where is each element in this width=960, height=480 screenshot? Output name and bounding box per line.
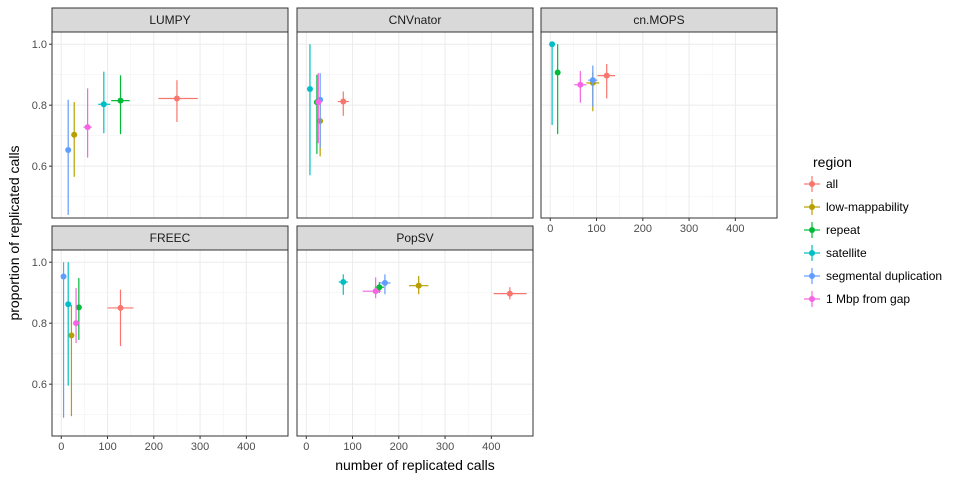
- y-tick-label: 0.6: [32, 379, 47, 391]
- y-tick-label: 0.8: [32, 318, 47, 330]
- y-tick-label: 1.0: [32, 39, 47, 51]
- x-tick-label: 0: [547, 223, 553, 235]
- point-freec-all: [117, 304, 124, 311]
- point-lumpy-segmental-duplication: [65, 147, 72, 154]
- x-tick-label: 200: [634, 223, 652, 235]
- legend-key-point-repeat: [809, 227, 815, 233]
- point-freec-1-mbp-from-gap: [73, 320, 80, 327]
- panel-background-freec: [52, 250, 288, 436]
- point-lumpy-all: [173, 95, 180, 102]
- point-lumpy-low-mappability: [71, 131, 78, 138]
- legend-key-point-1-mbp-from-gap: [809, 296, 815, 302]
- x-tick-label: 100: [343, 441, 361, 453]
- point-cn-mops-segmental-duplication: [589, 77, 596, 84]
- x-tick-label: 0: [58, 441, 64, 453]
- x-tick-label: 300: [191, 441, 209, 453]
- panel-lumpy: LUMPY 0.6 0.8 1.0: [32, 7, 289, 219]
- strip-label-cn-mops: cn.MOPS: [633, 13, 684, 27]
- panel-border-lumpy: [51, 31, 289, 219]
- legend-key-point-segmental-duplication: [809, 273, 815, 279]
- point-freec-low-mappability: [68, 332, 75, 339]
- panel-popsv: PopSV 0 100 200 300 400: [296, 225, 534, 453]
- strip-label-lumpy: LUMPY: [149, 13, 190, 27]
- panel-border-popsv: [296, 249, 534, 437]
- x-tick-label: 100: [587, 223, 605, 235]
- y-tick-label: 1.0: [32, 257, 47, 269]
- x-tick-label: 300: [680, 223, 698, 235]
- y-tick-label: 0.8: [32, 100, 47, 112]
- point-cn-mops-repeat: [554, 69, 561, 76]
- point-lumpy-1-mbp-from-gap: [84, 124, 91, 131]
- y-axis-title: proportion of replicated calls: [6, 145, 22, 320]
- point-cn-mops-satellite: [549, 41, 556, 48]
- strip-label-cnvnator: CNVnator: [389, 13, 442, 27]
- point-popsv-segmental-duplication: [381, 279, 388, 286]
- point-popsv-low-mappability: [415, 282, 422, 289]
- strip-freec: [51, 225, 289, 251]
- point-freec-segmental-duplication: [60, 273, 67, 280]
- point-cnvnator-all: [340, 98, 347, 105]
- strip-label-freec: FREEC: [150, 231, 191, 245]
- panel-border-cn-mops: [540, 31, 778, 219]
- strip-label-popsv: PopSV: [396, 231, 433, 245]
- x-tick-label: 400: [482, 441, 500, 453]
- x-tick-label: 0: [303, 441, 309, 453]
- legend-title: region: [813, 154, 852, 170]
- strip-cn-mops: [540, 7, 778, 33]
- strip-lumpy: [51, 7, 289, 33]
- point-lumpy-repeat: [117, 97, 124, 104]
- strip-popsv: [296, 225, 534, 251]
- x-tick-label: 100: [98, 441, 116, 453]
- legend-label-low-mappability: low-mappability: [826, 200, 909, 214]
- point-popsv-1-mbp-from-gap: [372, 288, 379, 295]
- point-cnvnator-satellite: [306, 86, 313, 93]
- point-popsv-satellite: [340, 279, 347, 286]
- x-tick-label: 400: [237, 441, 255, 453]
- panel-freec: FREEC 0.6 0.8 1.0 0 100 200 300 400: [32, 225, 289, 453]
- x-tick-label: 200: [145, 441, 163, 453]
- panel-background-lumpy: [52, 32, 288, 218]
- legend-label-segmental-duplication: segmental duplication: [826, 269, 942, 283]
- panel-border-cnvnator: [296, 31, 534, 219]
- point-freec-repeat: [75, 304, 82, 311]
- panel-background-popsv: [297, 250, 533, 436]
- panel-border-freec: [51, 249, 289, 437]
- x-tick-label: 400: [726, 223, 744, 235]
- legend-key-point-satellite: [809, 250, 815, 256]
- legend-key-point-low-mappability: [809, 204, 815, 210]
- x-tick-label: 300: [436, 441, 454, 453]
- point-cn-mops-1-mbp-from-gap: [577, 81, 584, 88]
- strip-cnvnator: [296, 7, 534, 33]
- panel-background-cnvnator: [297, 32, 533, 218]
- panel-background-cn-mops: [541, 32, 777, 218]
- legend-label-repeat: repeat: [826, 223, 861, 237]
- point-lumpy-satellite: [100, 101, 107, 108]
- x-tick-label: 200: [390, 441, 408, 453]
- point-cn-mops-all: [603, 72, 610, 79]
- x-axis-title: number of replicated calls: [335, 457, 495, 473]
- point-cnvnator-1-mbp-from-gap: [315, 99, 322, 106]
- legend-label-all: all: [826, 177, 838, 191]
- y-tick-label: 0.6: [32, 161, 47, 173]
- legend: region all low-mappability repeat satellite s…: [804, 154, 942, 307]
- legend-label-satellite: satellite: [826, 246, 867, 260]
- panel-cnvnator: CNVnator: [296, 7, 534, 219]
- point-freec-satellite: [65, 301, 72, 308]
- point-popsv-all: [506, 290, 513, 297]
- point-popsv-repeat: [376, 284, 383, 291]
- legend-key-point-all: [809, 181, 815, 187]
- panel-cn-mops: cn.MOPS 0 100 200 300 400: [540, 7, 778, 235]
- legend-label-1-mbp-from-gap: 1 Mbp from gap: [826, 292, 910, 306]
